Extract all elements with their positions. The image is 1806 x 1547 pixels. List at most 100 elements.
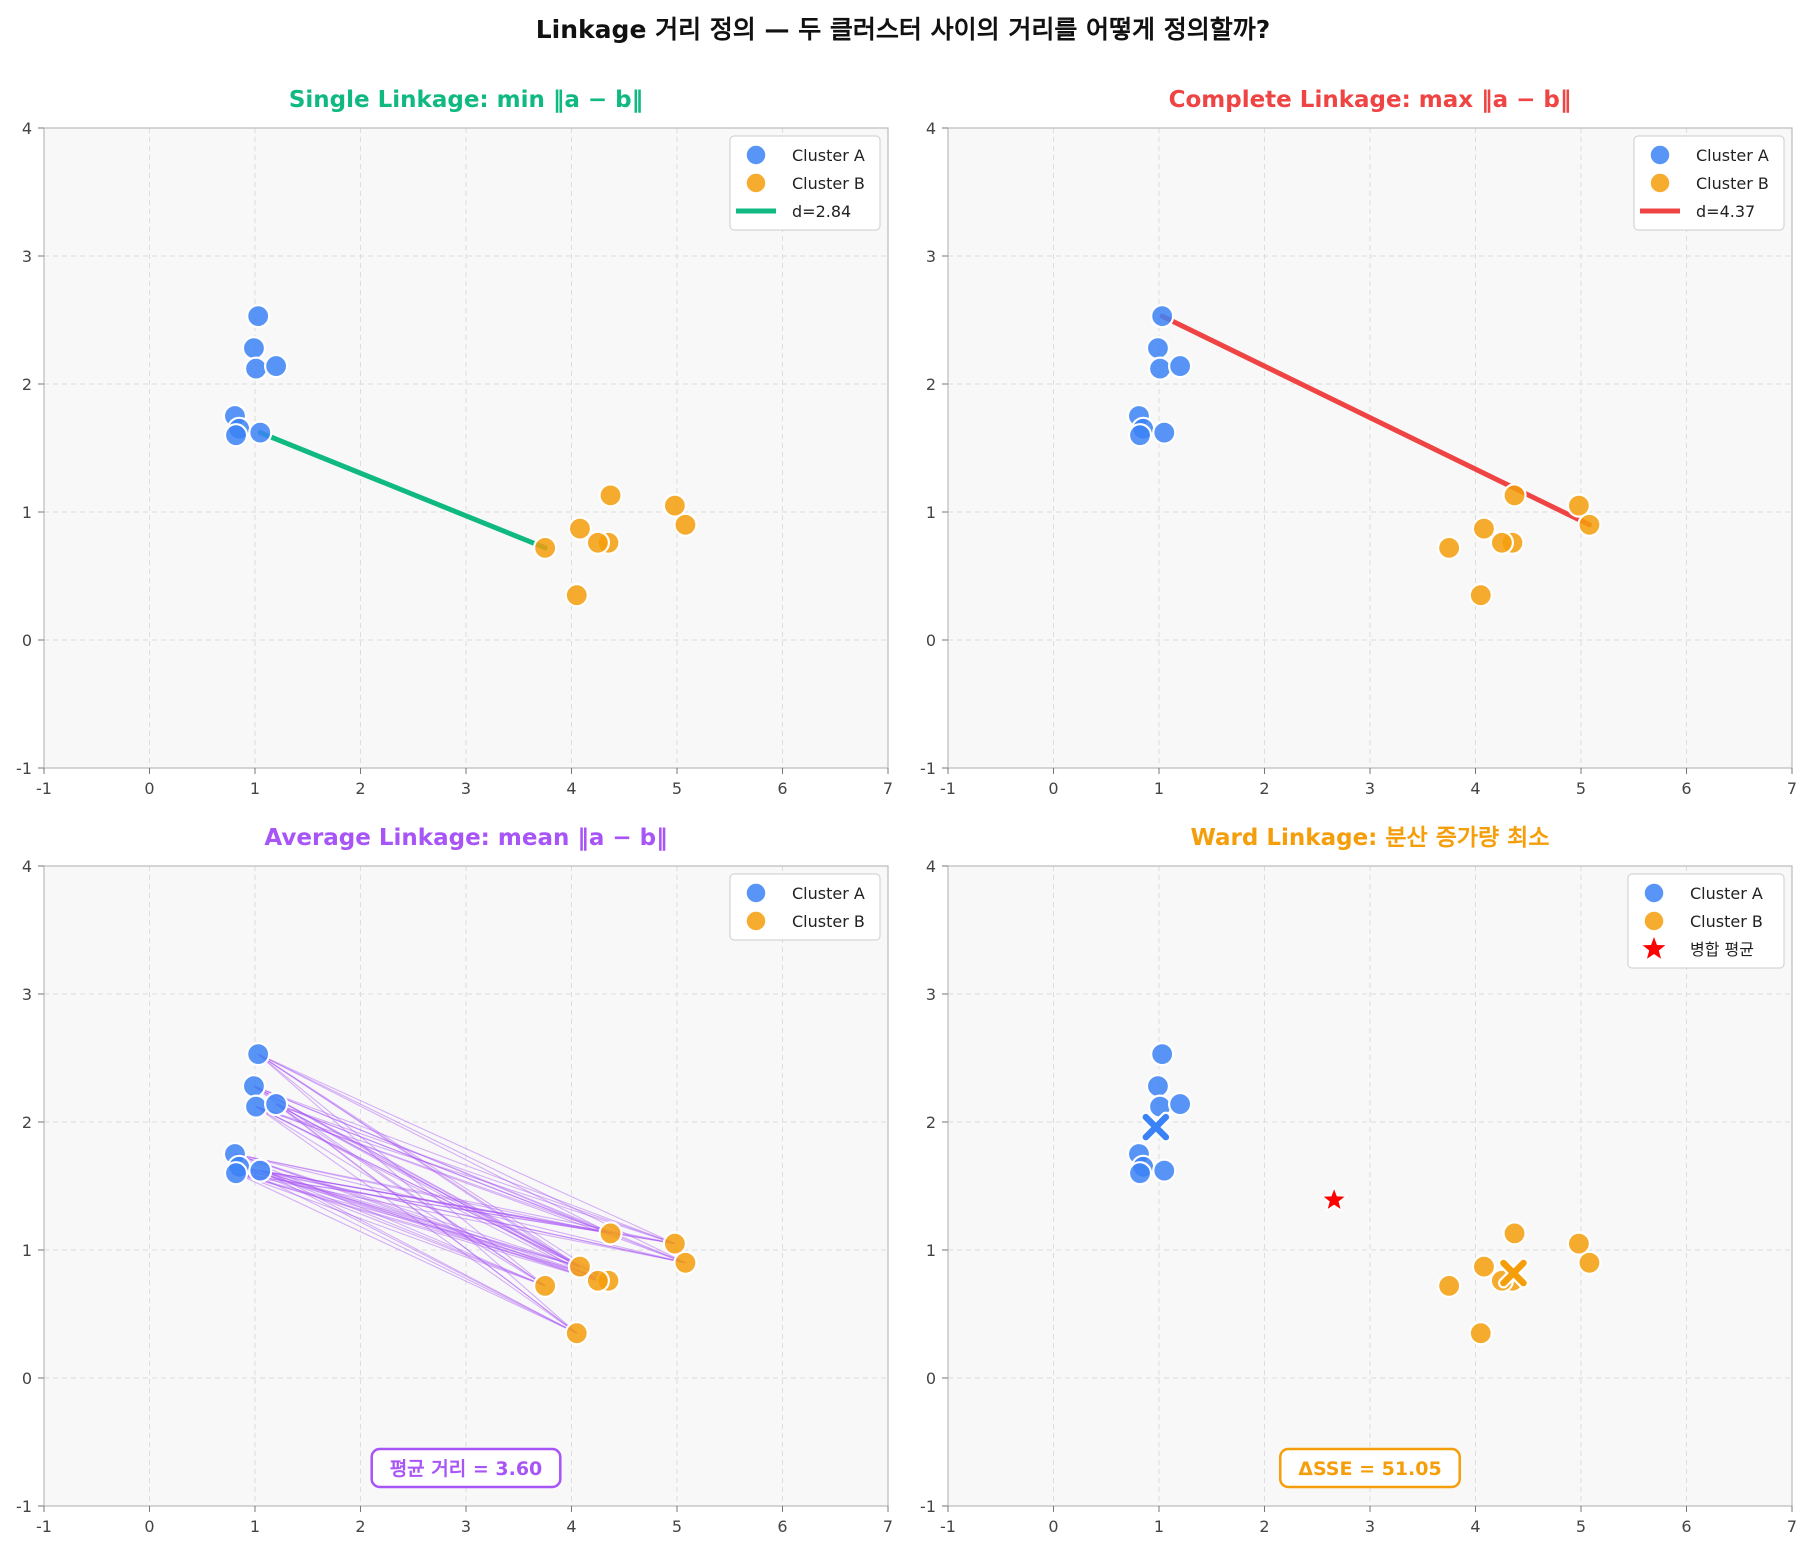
point-cluster-a (1127, 423, 1153, 448)
centroid-marker-b (1497, 1257, 1529, 1289)
x-tick-label: -1 (36, 779, 52, 798)
y-tick-label: 2 (22, 1113, 32, 1132)
point-cluster-b (567, 516, 593, 541)
point-cluster-b (1502, 483, 1527, 508)
point-cluster-b (533, 1273, 558, 1298)
x-tick-label: -1 (940, 1517, 956, 1536)
panel-average: -1 0 1 2 3 4 5 6 7 -1 0 1 2 3 4 Average Linkage: mean ‖… (16, 825, 893, 1536)
point-cluster-a (264, 1091, 289, 1117)
legend-marker-point (1649, 172, 1671, 194)
x-tick-label: 2 (1259, 779, 1269, 798)
y-tick-label: 0 (926, 1369, 936, 1388)
legend-label: Cluster B (792, 912, 865, 931)
panel-title: Average Linkage: mean ‖a − b‖ (264, 825, 667, 851)
point-cluster-a (1145, 336, 1171, 361)
y-tick-label: -1 (920, 1497, 936, 1516)
y-tick-label: 3 (22, 985, 32, 1004)
point-cluster-b (1566, 493, 1591, 518)
panel-title: Ward Linkage: 분산 증가량 최소 (1190, 825, 1549, 851)
pairwise-line (275, 1103, 581, 1268)
pairwise-line (238, 1166, 578, 1334)
y-tick-label: 1 (22, 503, 32, 522)
y-tick-label: -1 (16, 1497, 32, 1516)
legend-marker-point (1643, 910, 1665, 932)
panel-complete: -1 0 1 2 3 4 5 6 7 -1 0 1 2 3 4 Complete Linkage: max ‖… (920, 87, 1797, 798)
pairwise-line (253, 1085, 611, 1234)
pairwise-line (234, 1153, 581, 1268)
pairwise-line (234, 1153, 546, 1287)
point-cluster-a (248, 1158, 273, 1183)
x-tick-label: 5 (672, 779, 682, 798)
pairwise-line (260, 1170, 599, 1282)
point-cluster-b (564, 1321, 589, 1346)
x-tick-label: 2 (355, 1517, 365, 1536)
legend: Cluster A Cluster B d=2.84 (729, 135, 881, 231)
x-tick-label: 1 (1154, 779, 1164, 798)
point-cluster-a (241, 1074, 267, 1099)
pairwise-line (255, 1106, 581, 1268)
x-tick-label: 7 (1787, 779, 1797, 798)
pairwise-line (255, 1106, 546, 1287)
pairwise-line (260, 1170, 578, 1334)
x-tick-label: 3 (461, 779, 471, 798)
y-tick-label: 4 (926, 857, 936, 876)
x-tick-label: 3 (461, 1517, 471, 1536)
legend-label: 병합 평균 (1690, 940, 1754, 959)
pairwise-line (275, 1103, 609, 1282)
y-tick-label: 1 (926, 1241, 936, 1260)
pairwise-line (253, 1085, 676, 1245)
y-tick-label: 1 (926, 503, 936, 522)
y-tick-label: 3 (926, 985, 936, 1004)
pairwise-line (257, 1053, 581, 1268)
point-cluster-a (246, 304, 271, 329)
y-tick-label: 1 (22, 1241, 32, 1260)
y-tick-label: -1 (920, 759, 936, 778)
x-tick-label: 6 (1681, 779, 1691, 798)
pairwise-line (239, 1166, 686, 1264)
point-cluster-b (662, 1231, 687, 1256)
annotation-text: ΔSSE = 51.05 (1298, 1458, 1441, 1480)
x-tick-label: 5 (672, 1517, 682, 1536)
y-tick-label: 4 (926, 119, 936, 138)
pairwise-line (234, 1153, 611, 1234)
pairwise-line (235, 1172, 686, 1264)
y-tick-label: 4 (22, 857, 32, 876)
x-tick-label: 1 (1154, 1517, 1164, 1536)
pairwise-line (275, 1103, 599, 1282)
y-tick-label: 0 (22, 631, 32, 650)
pairwise-line (260, 1170, 609, 1282)
centroid-marker-a (1140, 1111, 1172, 1143)
legend-marker-point (1643, 882, 1665, 904)
pairwise-line (234, 1153, 599, 1282)
y-tick-label: 0 (926, 631, 936, 650)
legend-marker-point (745, 144, 767, 166)
pairwise-line (239, 1166, 609, 1282)
y-tick-label: 3 (22, 247, 32, 266)
x-tick-label: 0 (144, 779, 154, 798)
legend-label: d=2.84 (792, 202, 851, 221)
pairwise-line (260, 1170, 546, 1287)
x-tick-label: -1 (940, 779, 956, 798)
panel-title: Single Linkage: min ‖a − b‖ (289, 87, 643, 113)
point-cluster-b (673, 512, 698, 537)
legend-box (1627, 873, 1785, 969)
merged-mean-star (1319, 1184, 1349, 1213)
x-tick-label: 7 (883, 1517, 893, 1536)
pairwise-line (253, 1085, 578, 1334)
x-tick-label: 2 (355, 779, 365, 798)
point-cluster-a (1150, 304, 1175, 329)
pairwise-line (275, 1103, 578, 1334)
pairwise-line (255, 1106, 578, 1334)
pairwise-line (257, 1053, 546, 1287)
point-cluster-b (585, 1268, 610, 1293)
y-tick-label: 0 (22, 1369, 32, 1388)
point-cluster-b (1577, 1250, 1602, 1275)
pairwise-line (234, 1153, 578, 1334)
point-cluster-b (564, 583, 589, 608)
linkage-line (257, 430, 548, 551)
x-tick-label: 7 (883, 779, 893, 798)
panel-single: -1 0 1 2 3 4 5 6 7 -1 0 1 2 3 4 Single Linkage: min ‖a … (16, 87, 893, 798)
pairwise-line (257, 1053, 611, 1234)
point-cluster-a (248, 420, 273, 445)
legend-label: Cluster B (792, 174, 865, 193)
